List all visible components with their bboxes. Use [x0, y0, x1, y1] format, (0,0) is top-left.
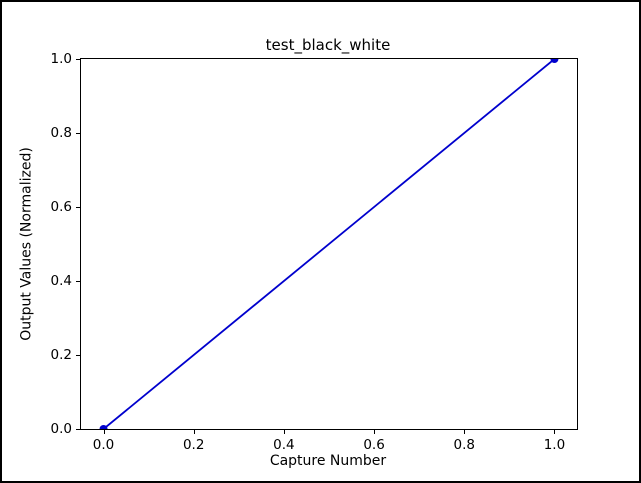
y-tick-mark — [76, 59, 80, 60]
data-line — [102, 59, 556, 429]
y-axis-label: Output Values (Normalized) — [18, 147, 35, 341]
y-tick-label: 0.6 — [50, 199, 72, 215]
y-tick-label: 0.4 — [50, 273, 72, 289]
y-tick-label: 0.2 — [50, 347, 72, 363]
x-tick-mark — [283, 430, 285, 434]
x-tick-mark — [103, 430, 105, 434]
y-tick-label: 1.0 — [50, 51, 72, 67]
x-tick-label: 0.0 — [92, 437, 115, 453]
x-tick-label: 1.0 — [543, 437, 566, 453]
y-tick-mark — [76, 133, 80, 134]
x-tick-mark — [374, 430, 376, 434]
x-tick-mark — [464, 430, 466, 434]
x-tick-label: 0.2 — [182, 437, 205, 453]
x-tick-label: 0.6 — [363, 437, 385, 453]
x-tick-mark — [193, 430, 195, 434]
chart-title: test_black_white — [265, 36, 391, 54]
x-tick-label: 0.8 — [453, 437, 475, 453]
y-tick-label: 0.0 — [50, 421, 72, 437]
data-point-marker — [99, 425, 108, 429]
y-tick-mark — [76, 207, 80, 208]
line-series-svg — [99, 59, 559, 429]
y-tick-label: 0.8 — [50, 125, 72, 141]
x-axis-label: Capture Number — [269, 453, 387, 469]
y-tick-mark — [76, 429, 80, 430]
x-tick-mark — [554, 430, 556, 434]
y-tick-mark — [76, 281, 80, 282]
data-point-marker — [550, 59, 559, 63]
plot-area — [80, 58, 578, 430]
x-tick-label: 0.4 — [273, 437, 295, 453]
y-tick-mark — [76, 355, 80, 356]
